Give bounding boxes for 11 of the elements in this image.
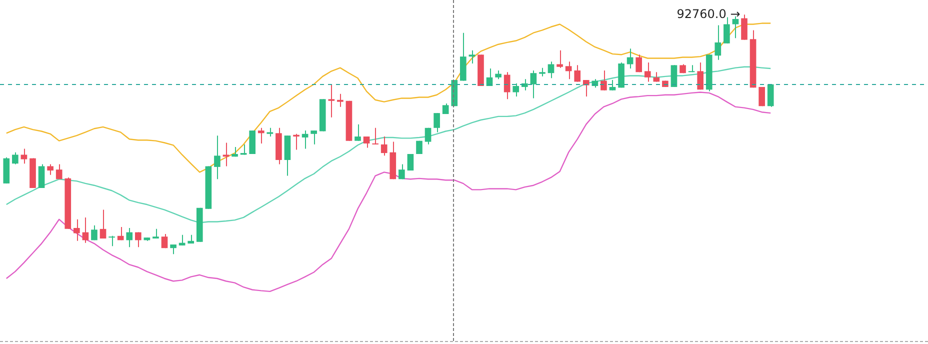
candlestick (266, 127, 274, 138)
annotation: 92760.0 → (676, 6, 740, 21)
candlestick (337, 93, 344, 108)
candlestick (644, 62, 651, 82)
candlestick (310, 130, 317, 145)
candlestick (47, 164, 54, 176)
candlestick (328, 84, 335, 118)
candlestick (539, 67, 546, 77)
candlestick (556, 50, 563, 68)
candlestick (354, 124, 361, 142)
candlestick (152, 228, 159, 240)
